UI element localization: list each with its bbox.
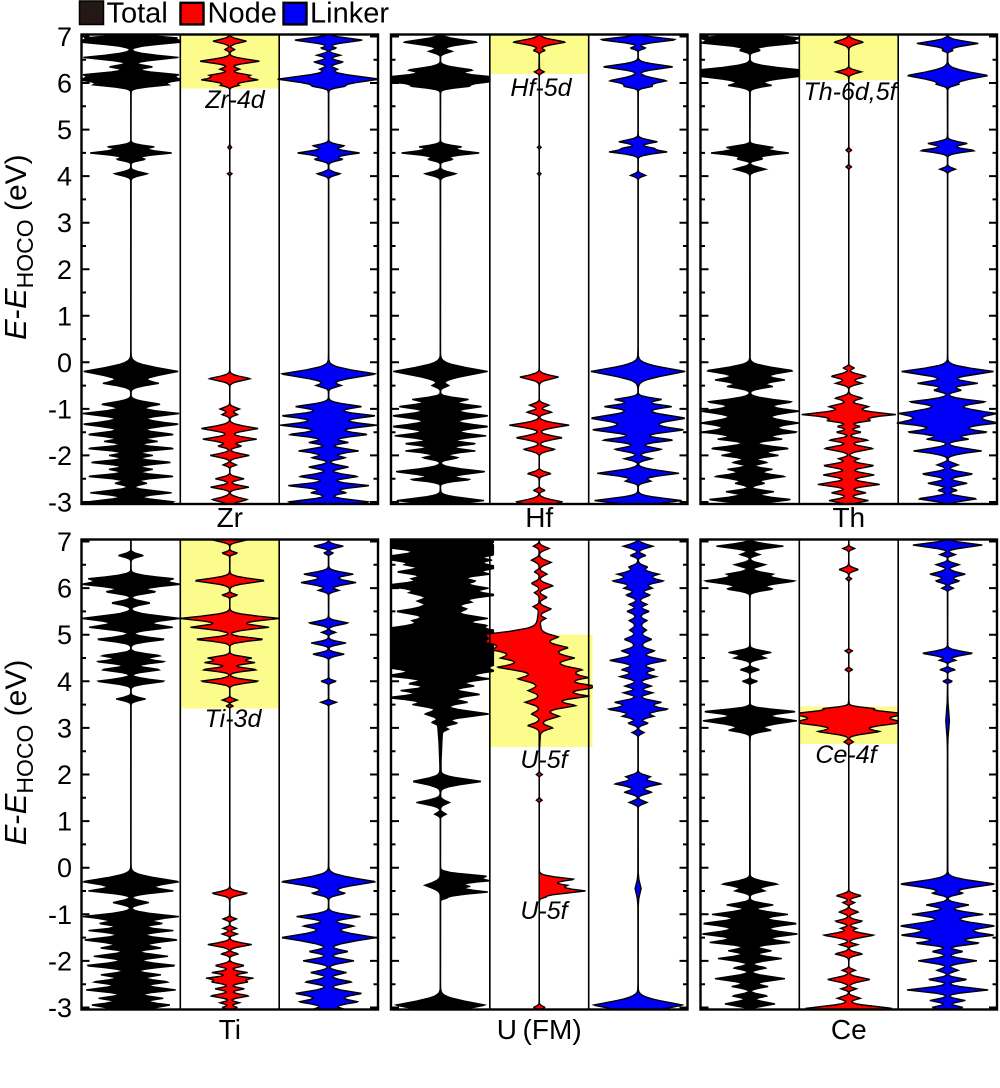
- svg-text:4: 4: [57, 162, 72, 192]
- svg-text:Ce-4f: Ce-4f: [815, 741, 879, 769]
- svg-text:Hf-5d: Hf-5d: [510, 74, 572, 102]
- svg-text:0: 0: [57, 348, 72, 378]
- svg-text:5: 5: [57, 620, 72, 650]
- svg-text:1: 1: [57, 807, 72, 837]
- svg-text:4: 4: [57, 667, 72, 697]
- svg-text:0: 0: [57, 853, 72, 883]
- svg-text:Th-6d,5f: Th-6d,5f: [803, 78, 899, 106]
- svg-text:Zr-4d: Zr-4d: [204, 86, 265, 114]
- svg-text:-3: -3: [48, 488, 72, 518]
- svg-text:3: 3: [57, 208, 72, 238]
- svg-text:-2: -2: [48, 946, 72, 976]
- svg-text:U-5f: U-5f: [520, 897, 570, 925]
- svg-text:Zr: Zr: [217, 502, 243, 533]
- svg-text:-2: -2: [48, 441, 72, 471]
- svg-text:1: 1: [57, 301, 72, 331]
- svg-text:3: 3: [57, 713, 72, 743]
- svg-text:Hf: Hf: [525, 502, 553, 533]
- svg-text:2: 2: [57, 760, 72, 790]
- svg-text:2: 2: [57, 255, 72, 285]
- svg-text:5: 5: [57, 115, 72, 145]
- svg-text:Ce: Ce: [831, 1014, 867, 1045]
- svg-text:-1: -1: [48, 900, 72, 930]
- svg-text:Ti-3d: Ti-3d: [205, 705, 263, 733]
- svg-text:E-EHOCO (eV): E-EHOCO (eV): [0, 660, 38, 846]
- svg-text:Linker: Linker: [310, 0, 389, 30]
- svg-text:U-5f: U-5f: [520, 746, 570, 774]
- svg-text:Node: Node: [208, 0, 277, 30]
- svg-text:7: 7: [57, 22, 72, 52]
- svg-text:Ti: Ti: [219, 1014, 241, 1045]
- svg-text:6: 6: [57, 69, 72, 99]
- svg-text:U (FM): U (FM): [497, 1014, 582, 1045]
- svg-text:-1: -1: [48, 394, 72, 424]
- svg-text:-3: -3: [48, 993, 72, 1023]
- svg-text:7: 7: [57, 527, 72, 557]
- svg-text:Total: Total: [107, 0, 168, 30]
- svg-text:Th: Th: [832, 502, 865, 533]
- svg-text:6: 6: [57, 574, 72, 604]
